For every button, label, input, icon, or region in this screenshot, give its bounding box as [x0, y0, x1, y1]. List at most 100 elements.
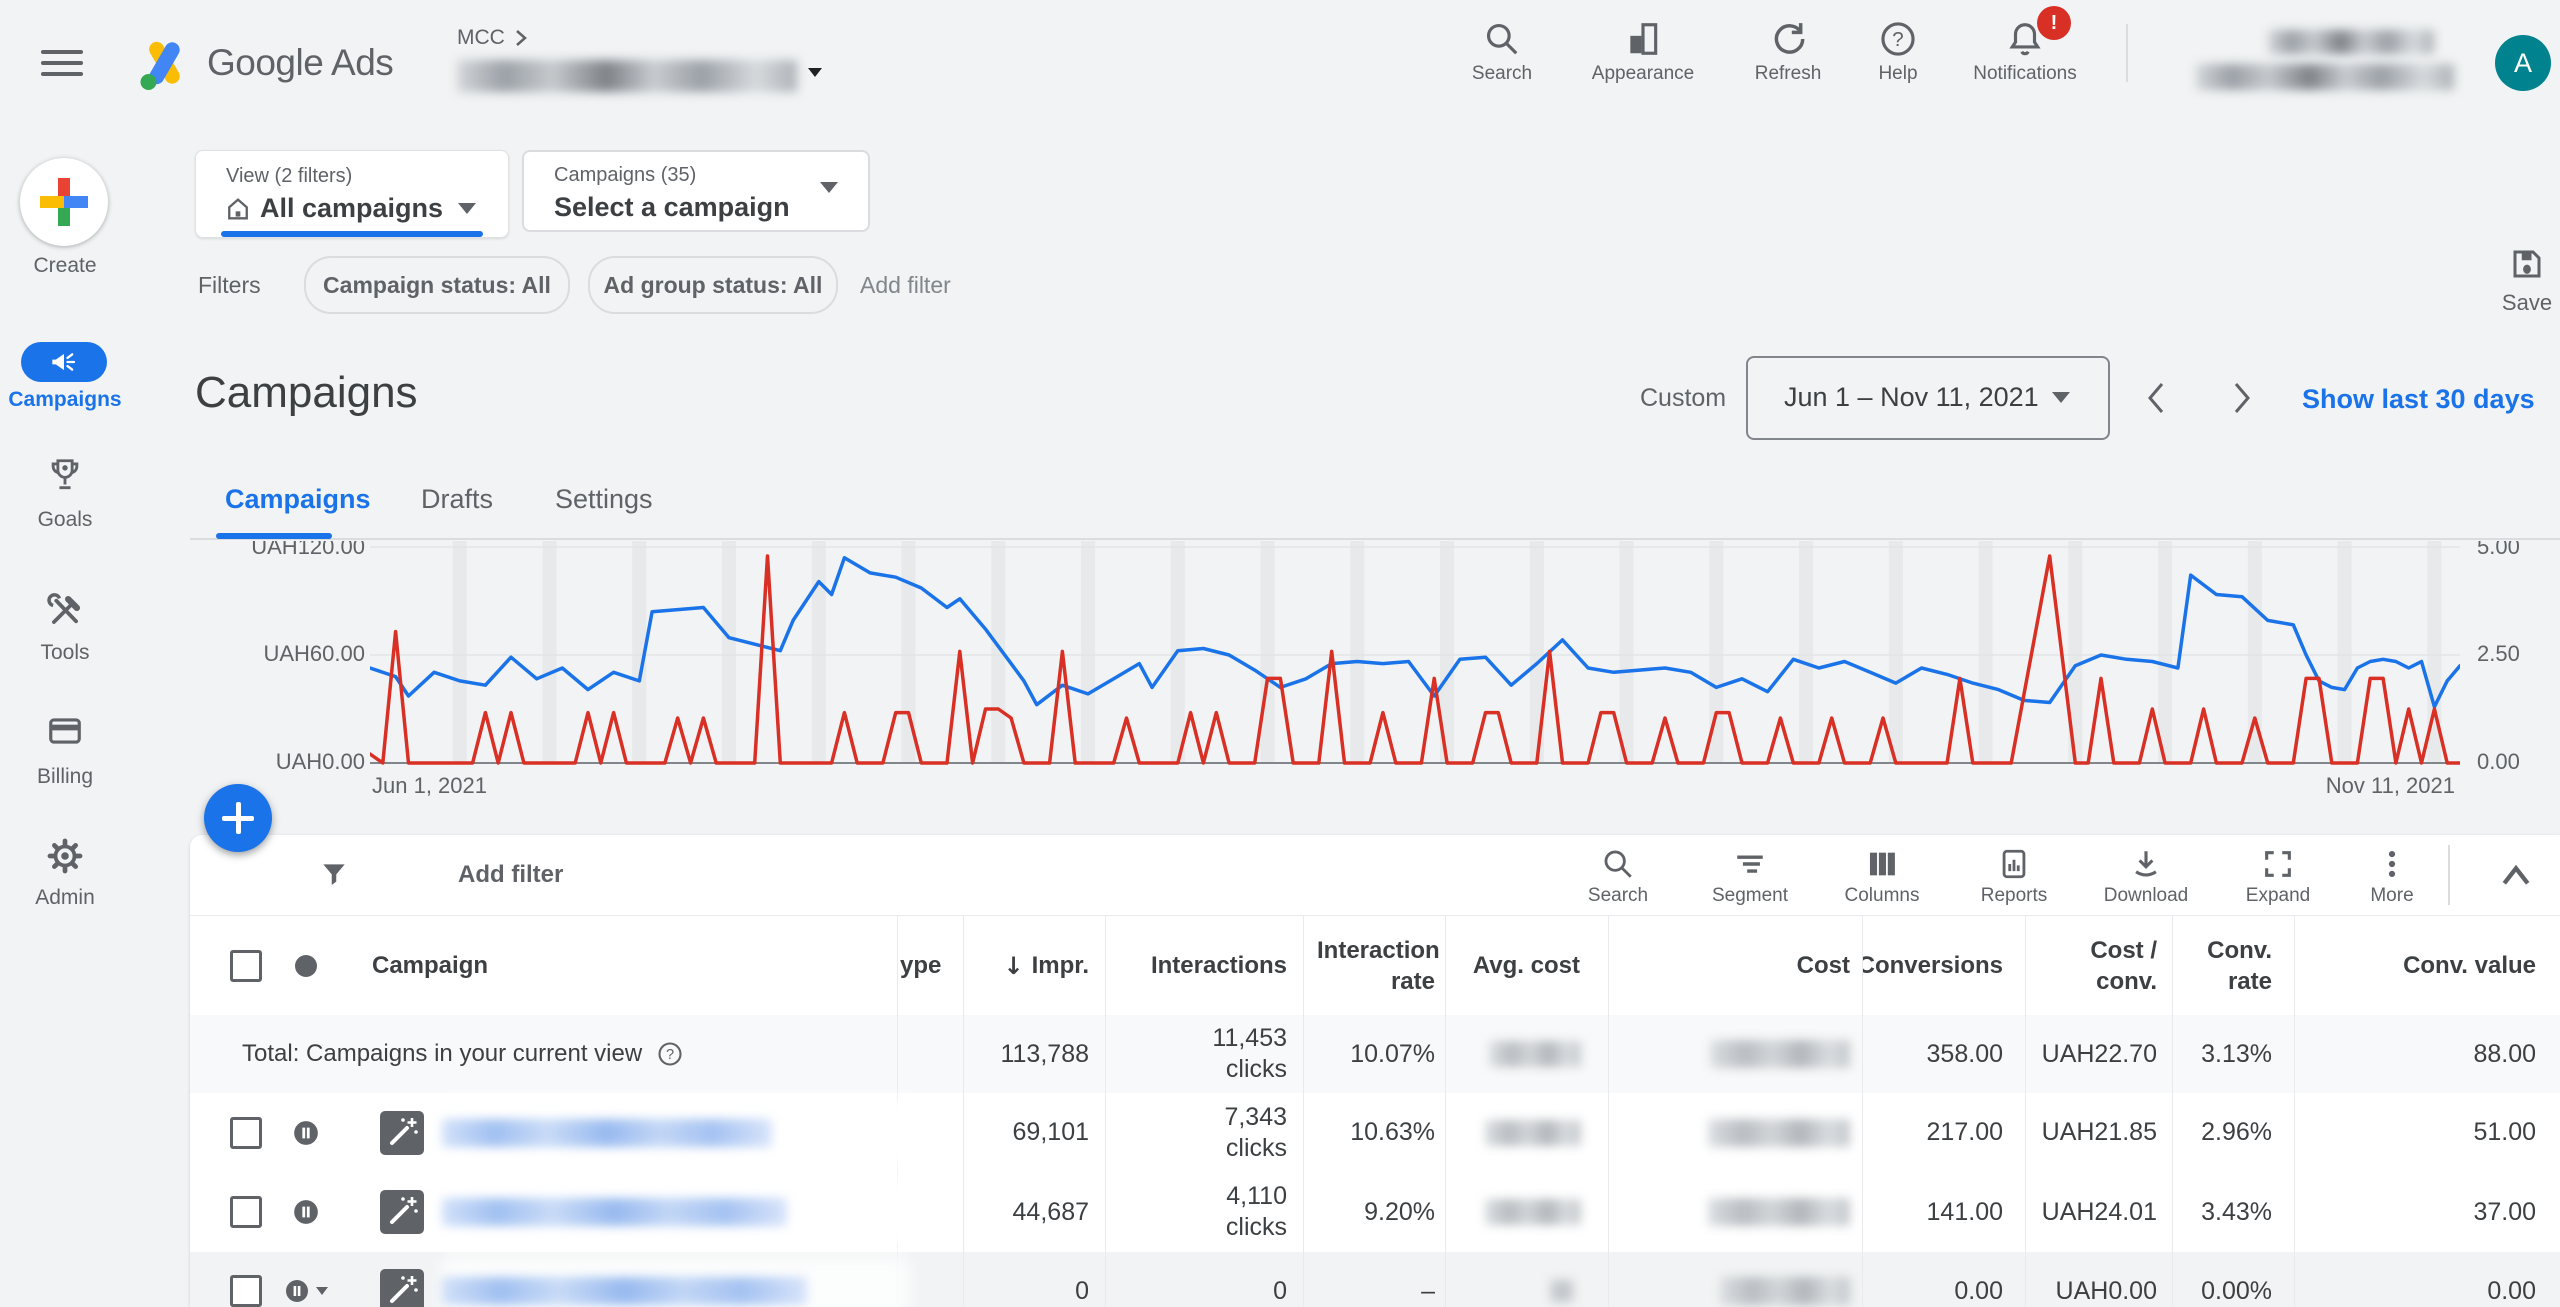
tab-drafts[interactable]: Drafts: [421, 484, 494, 514]
filter-chip-campaign-status[interactable]: Campaign status: All: [304, 256, 570, 314]
sidebar-admin-label: Admin: [35, 886, 95, 909]
table-add-filter-button[interactable]: Add filter: [458, 861, 564, 888]
sidebar-create-label: Create: [33, 254, 97, 277]
status-paused-icon[interactable]: [272, 1093, 340, 1172]
smart-campaign-icon: [380, 1110, 424, 1155]
topbar-help-button[interactable]: ? Help: [1843, 20, 1953, 85]
topbar-refresh-label: Refresh: [1754, 63, 1822, 84]
date-next-button[interactable]: [2226, 378, 2256, 418]
topbar-appearance-button[interactable]: Appearance: [1588, 20, 1698, 85]
add-filter-link[interactable]: Add filter: [860, 272, 951, 298]
status-paused-icon[interactable]: [272, 1172, 340, 1252]
total-impr: 113,788: [963, 1015, 1105, 1093]
breadcrumb[interactable]: MCC: [457, 26, 529, 50]
sidebar-item-campaigns[interactable]: [21, 342, 107, 382]
row-checkbox[interactable]: [220, 1172, 272, 1252]
col-interactions[interactable]: Interactions: [1105, 916, 1303, 1016]
view-active-underline: [221, 231, 483, 237]
right-axis-tick-0: 0.00: [2477, 749, 2520, 774]
status-dot-icon: [295, 955, 317, 977]
row-conv-rate: 2.96%: [2172, 1093, 2294, 1172]
menu-icon[interactable]: [41, 50, 83, 76]
col-campaign[interactable]: Campaign: [372, 952, 489, 979]
table-segment-button[interactable]: Segment: [1684, 847, 1816, 907]
x-axis-end-label: Nov 11, 2021: [2325, 773, 2455, 798]
topbar-refresh-button[interactable]: Refresh: [1733, 20, 1843, 85]
expand-icon: [2265, 851, 2291, 877]
funnel-icon[interactable]: [318, 859, 350, 891]
date-range-dropdown[interactable]: Jun 1 – Nov 11, 2021: [1746, 356, 2110, 440]
col-avg-cost[interactable]: Avg. cost: [1445, 916, 1608, 1016]
view-dropdown[interactable]: View (2 filters) All campaigns: [195, 150, 509, 238]
row-conversions: 217.00: [1862, 1093, 2025, 1172]
action-label: Search: [1587, 885, 1649, 906]
col-conv-rate[interactable]: Conv. rate: [2172, 916, 2294, 1016]
topbar-search-button[interactable]: Search: [1447, 20, 1557, 85]
filters-label: Filters: [198, 272, 261, 298]
status-paused-dropdown[interactable]: [272, 1252, 340, 1307]
collapse-table-button[interactable]: [2496, 861, 2536, 889]
table-row[interactable]: 44,687 4,110 clicks 9.20% 141.00 UAH24.01…: [190, 1172, 2560, 1253]
date-prev-button[interactable]: [2142, 378, 2172, 418]
table-search-button[interactable]: Search: [1552, 847, 1684, 907]
chip-label: Ad group status: All: [603, 271, 823, 298]
total-row-label: Total: Campaigns in your current view: [242, 1040, 643, 1067]
tab-campaigns[interactable]: Campaigns: [225, 484, 371, 514]
account-caret-icon[interactable]: [808, 68, 822, 77]
right-axis-tick-5: 5.00: [2477, 541, 2520, 559]
total-conv-rate: 3.13%: [2172, 1015, 2294, 1093]
campaign-select-dropdown[interactable]: Campaigns (35) Select a campaign: [522, 150, 870, 232]
view-dropdown-value: All campaigns: [260, 193, 444, 223]
more-vertical-icon: [2388, 850, 2396, 878]
table-more-button[interactable]: More: [2344, 847, 2440, 907]
row-conversions: 141.00: [1862, 1172, 2025, 1252]
sidebar-billing-label: Billing: [36, 765, 94, 788]
brand-title: Google Ads: [207, 42, 394, 83]
google-ads-logo-icon: [140, 41, 180, 90]
billing-card-icon: [49, 718, 81, 744]
table-columns-button[interactable]: Columns: [1816, 847, 1948, 907]
status-paused-icon: [286, 1280, 308, 1302]
col-cost-per-conv[interactable]: Cost / conv.: [2025, 916, 2172, 1016]
tab-settings[interactable]: Settings: [555, 484, 653, 514]
row-checkbox[interactable]: [220, 1252, 272, 1307]
table-reports-button[interactable]: Reports: [1948, 847, 2080, 907]
show-last-30-days-link[interactable]: Show last 30 days: [2302, 384, 2535, 414]
col-cost[interactable]: Cost: [1608, 916, 1862, 1016]
table-row[interactable]: 69,101 7,343 clicks 10.63% 217.00 UAH21.8…: [190, 1093, 2560, 1173]
campaign-name-redacted: [442, 1198, 787, 1226]
breadcrumb-root[interactable]: MCC: [457, 26, 505, 49]
row-checkbox[interactable]: [220, 1093, 272, 1172]
save-button[interactable]: Save: [2494, 246, 2560, 316]
topbar-notifications-label: Notifications: [1973, 63, 2077, 84]
status-column-header[interactable]: [272, 916, 340, 1016]
col-type-clipped[interactable]: ype: [897, 916, 963, 1016]
sidebar-item-billing[interactable]: [46, 712, 84, 750]
refresh-icon: [1774, 23, 1805, 54]
save-label: Save: [2501, 290, 2553, 315]
add-campaign-fab[interactable]: [204, 784, 272, 852]
filter-chip-adgroup-status[interactable]: Ad group status: All: [588, 256, 838, 314]
table-row[interactable]: 0 0 – 0.00 UAH0.00 0.00% 0.00: [190, 1252, 2560, 1307]
table-expand-button[interactable]: Expand: [2212, 847, 2344, 907]
col-conv-value[interactable]: Conv. value: [2294, 916, 2560, 1016]
table-download-button[interactable]: Download: [2080, 847, 2212, 907]
reports-icon: [2002, 849, 2026, 879]
row-interaction-rate: 9.20%: [1303, 1172, 1445, 1252]
row-cost-conv: UAH21.85: [2025, 1093, 2172, 1172]
trophy-icon: [51, 459, 79, 490]
view-caret-icon: [458, 203, 476, 214]
sidebar-create-button[interactable]: [20, 158, 108, 246]
select-all-checkbox[interactable]: [220, 916, 272, 1016]
col-impressions[interactable]: ↓ Impr.: [963, 916, 1105, 1016]
col-conversions[interactable]: Conversions: [1862, 916, 2025, 1016]
col-interaction-rate[interactable]: Interaction rate: [1303, 916, 1445, 1016]
left-axis-tick-0: UAH0.00: [275, 749, 365, 774]
sidebar-item-goals[interactable]: [46, 456, 84, 494]
sidebar-item-tools[interactable]: [46, 592, 84, 630]
sidebar-item-admin[interactable]: [46, 837, 84, 875]
avatar[interactable]: A: [2495, 35, 2551, 91]
topbar-notifications-button[interactable]: Notifications: [1970, 20, 2080, 85]
smart-campaign-icon: [380, 1190, 424, 1234]
help-circle-icon[interactable]: ?: [656, 1040, 684, 1068]
